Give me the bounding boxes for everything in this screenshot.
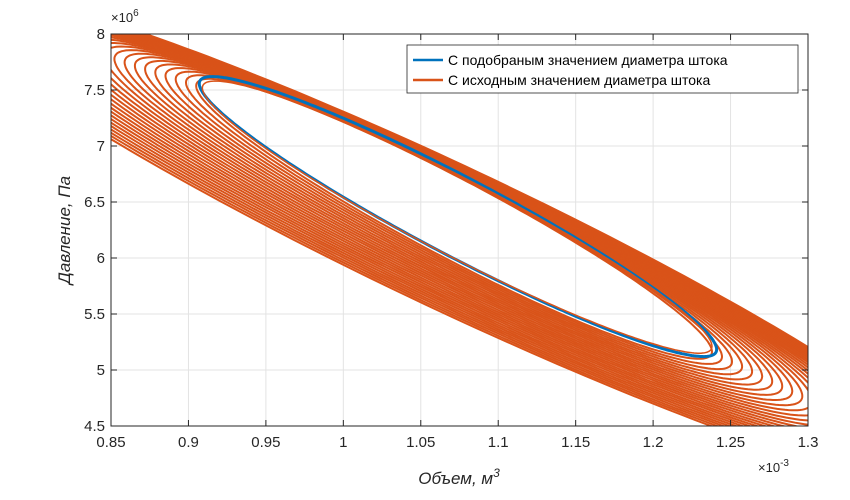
x-tick-label: 1.05 (406, 434, 435, 451)
y-tick-label: 4.5 (84, 418, 105, 435)
x-multiplier: ×10-3 (758, 458, 789, 475)
y-tick-label: 7.5 (84, 82, 105, 99)
x-tick-label: 0.9 (178, 434, 199, 451)
legend-label-selected: С подобраным значением диаметра штока (448, 52, 728, 68)
orange-inner-loop (201, 80, 713, 354)
y-tick-label: 6 (97, 250, 105, 267)
x-axis-label: Объем, м3 (418, 466, 500, 488)
y-tick-label: 5.5 (84, 306, 105, 323)
series-selected-rod-diameter (197, 75, 719, 359)
y-tick-label: 5 (97, 362, 105, 379)
y-tick-label: 8 (97, 26, 105, 43)
x-tick-label: 0.95 (251, 434, 280, 451)
y-tick-label: 7 (97, 138, 105, 155)
plot-area-background (111, 34, 808, 426)
legend: С подобраным значением диаметра штока С … (406, 44, 799, 94)
x-tick-label: 1.3 (798, 434, 819, 451)
axis-ticks: 0.85 0.9 0.95 1 1.05 1.1 1.15 1.2 1.25 1.3 4.5 5 5.5… (84, 26, 818, 451)
x-tick-label: 1.25 (716, 434, 745, 451)
plot-area-border (110, 33, 809, 427)
orange-loop (111, 34, 808, 426)
x-tick-label: 1.2 (643, 434, 664, 451)
x-tick-label: 1.15 (561, 434, 590, 451)
y-tick-label: 6.5 (84, 194, 105, 211)
x-tick-label: 1 (339, 434, 347, 451)
legend-box (406, 44, 799, 94)
x-tick-label: 0.85 (96, 434, 125, 451)
y-multiplier: ×106 (111, 8, 139, 25)
legend-label-original: С исходным значением диаметра штока (448, 72, 710, 88)
y-axis-label: Давление, Па (55, 176, 74, 286)
x-tick-label: 1.1 (488, 434, 509, 451)
